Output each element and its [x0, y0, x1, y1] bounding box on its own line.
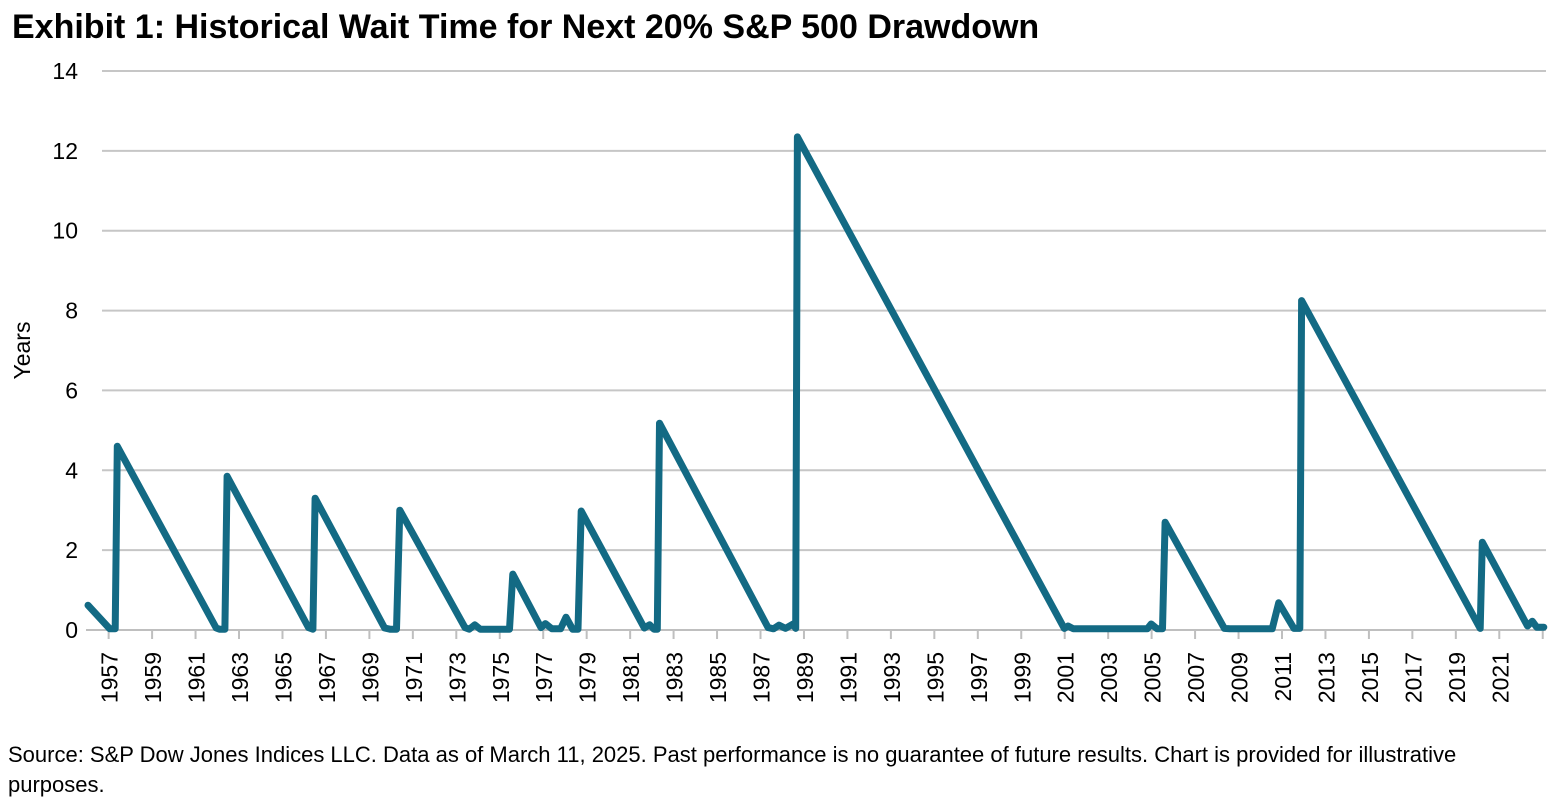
y-tick-label: 14 — [52, 58, 78, 84]
x-tick-label: 2003 — [1096, 652, 1122, 703]
x-axis-ticks — [107, 630, 1544, 639]
y-tick-label: 12 — [52, 138, 78, 164]
y-tick-label: 0 — [65, 617, 78, 643]
x-tick-label: 2021 — [1487, 652, 1513, 703]
x-tick-label: 2013 — [1313, 652, 1339, 703]
y-tick-label: 10 — [52, 218, 78, 244]
y-axis-title: Years — [9, 322, 35, 380]
x-tick-label: 1989 — [792, 652, 818, 703]
source-note: Source: S&P Dow Jones Indices LLC. Data … — [8, 742, 1457, 798]
x-tick-label: 1993 — [879, 652, 905, 703]
x-tick-label: 1995 — [922, 652, 948, 703]
x-tick-label: 1987 — [749, 652, 775, 703]
x-tick-label: 1967 — [314, 652, 340, 703]
x-tick-label: 1981 — [618, 652, 644, 703]
x-tick-label: 2011 — [1270, 652, 1296, 701]
x-tick-label: 1963 — [227, 652, 253, 703]
chart-title: Exhibit 1: Historical Wait Time for Next… — [12, 8, 1040, 46]
x-tick-label: 2015 — [1357, 652, 1383, 703]
x-tick-label: 1985 — [705, 652, 731, 703]
x-tick-label: 1965 — [270, 652, 296, 703]
x-tick-label: 1983 — [662, 652, 688, 703]
y-tick-label: 8 — [65, 298, 78, 324]
gridlines — [102, 70, 1546, 552]
x-tick-label: 1957 — [97, 652, 123, 703]
y-tick-label: 2 — [65, 537, 78, 563]
x-tick-label: 2007 — [1183, 652, 1209, 703]
x-tick-label: 1959 — [140, 652, 166, 703]
x-tick-label: 2005 — [1140, 652, 1166, 703]
x-tick-label: 1999 — [1009, 652, 1035, 703]
x-tick-label: 1997 — [966, 652, 992, 703]
x-tick-label: 1971 — [401, 652, 427, 703]
x-tick-label: 1977 — [531, 652, 557, 703]
x-tick-label: 2019 — [1444, 652, 1470, 703]
x-tick-label: 2017 — [1400, 652, 1426, 703]
x-tick-label: 1973 — [444, 652, 470, 703]
series-line — [84, 133, 1548, 633]
x-tick-label: 2001 — [1053, 652, 1079, 703]
x-tick-label: 1979 — [575, 652, 601, 703]
x-axis-labels: 1957 1959 1961 1963 1965 1967 1969 1971 1973 1975… — [97, 652, 1514, 703]
x-tick-label: 1961 — [184, 652, 210, 703]
x-tick-label: 1969 — [357, 652, 383, 703]
y-tick-label: 6 — [65, 377, 78, 403]
x-tick-label: 2009 — [1227, 652, 1253, 703]
x-tick-label: 1991 — [835, 652, 861, 703]
x-tick-label: 1975 — [488, 652, 514, 703]
y-tick-label: 4 — [65, 457, 78, 483]
y-axis-labels: 0 2 4 6 8 10 12 14 — [52, 58, 78, 643]
